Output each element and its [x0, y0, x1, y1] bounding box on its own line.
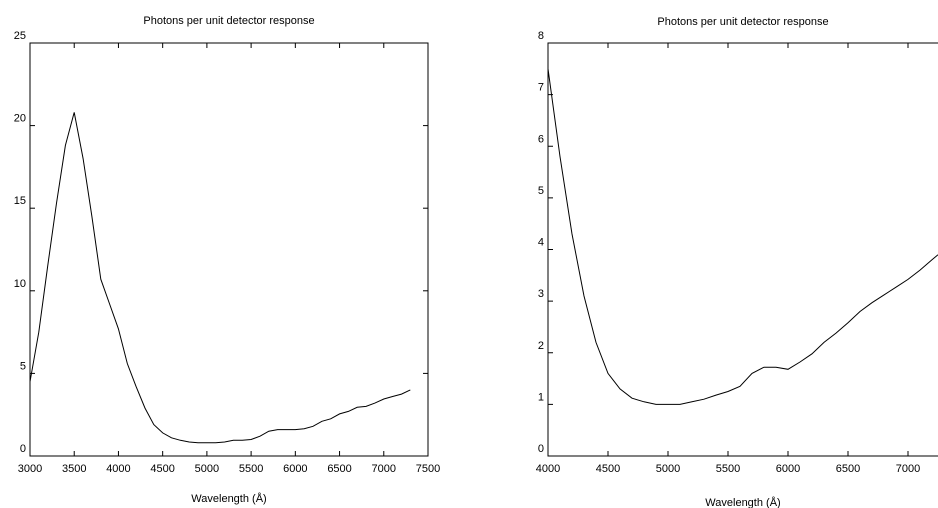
x-tick-label-left: 7000 [372, 463, 396, 475]
x-tick-label-left: 6000 [283, 463, 307, 475]
plot-frame-left [29, 42, 429, 457]
x-axis-label-right: Wavelength (Å) [705, 496, 780, 508]
y-tick-label-left: 20 [14, 113, 26, 125]
x-ticks-right: 4000 4500 5000 5500 6000 6500 7000 [536, 43, 920, 475]
y-tick-label-right: 4 [538, 237, 544, 249]
y-tick-label-left: 10 [14, 278, 26, 290]
y-tick-label-right: 7 [538, 82, 544, 94]
y-tick-label-right: 1 [538, 391, 544, 403]
x-tick-label-left: 5500 [239, 463, 263, 475]
y-tick-label-left: 5 [20, 360, 26, 372]
x-tick-label-right: 6000 [776, 463, 800, 475]
x-tick-label-right: 5500 [716, 463, 740, 475]
y-ticks-right: 0 1 2 3 4 5 6 7 8 [538, 30, 553, 457]
series-line-right [547, 68, 938, 405]
x-tick-label-left: 3000 [18, 463, 42, 475]
y-tick-label-right: 5 [538, 185, 544, 197]
x-tick-label-left: 4500 [150, 463, 174, 475]
chart-title-left: Photons per unit detector response [143, 15, 314, 27]
series-line-left [29, 112, 411, 444]
y-tick-label-left: 0 [20, 443, 26, 455]
series-lines-right [547, 68, 938, 405]
x-tick-label-left: 6500 [327, 463, 351, 475]
y-tick-label-left: 15 [14, 195, 26, 207]
x-tick-label-right: 7000 [896, 463, 920, 475]
y-tick-label-left: 25 [14, 30, 26, 42]
y-tick-label-right: 8 [538, 30, 544, 42]
x-tick-label-right: 4000 [536, 463, 560, 475]
y-tick-label-right: 3 [538, 288, 544, 300]
y-tick-label-right: 6 [538, 133, 544, 145]
x-tick-label-left: 3500 [62, 463, 86, 475]
x-tick-label-left: 4000 [106, 463, 130, 475]
x-axis-label-left: Wavelength (Å) [191, 492, 266, 505]
chart-right: Photons per unit detector response Wavel… [536, 16, 938, 508]
x-tick-label-right: 6500 [836, 463, 860, 475]
x-tick-label-left: 5000 [195, 463, 219, 475]
chart-left: Photons per unit detector response Wavel… [14, 15, 440, 505]
x-ticks-left: 3000 3500 4000 4500 5000 5500 6000 6500 7000 7500 [18, 43, 440, 475]
x-tick-label-left: 7500 [416, 463, 440, 475]
y-ticks-left: 0 5 10 15 20 25 [14, 30, 428, 457]
chart-title-right: Photons per unit detector response [657, 16, 828, 28]
x-tick-label-right: 4500 [596, 463, 620, 475]
y-tick-label-right: 2 [538, 340, 544, 352]
series-lines-left [29, 112, 411, 444]
y-tick-label-right: 0 [538, 443, 544, 455]
plot-frame-right [547, 42, 938, 457]
x-tick-label-right: 5000 [656, 463, 680, 475]
